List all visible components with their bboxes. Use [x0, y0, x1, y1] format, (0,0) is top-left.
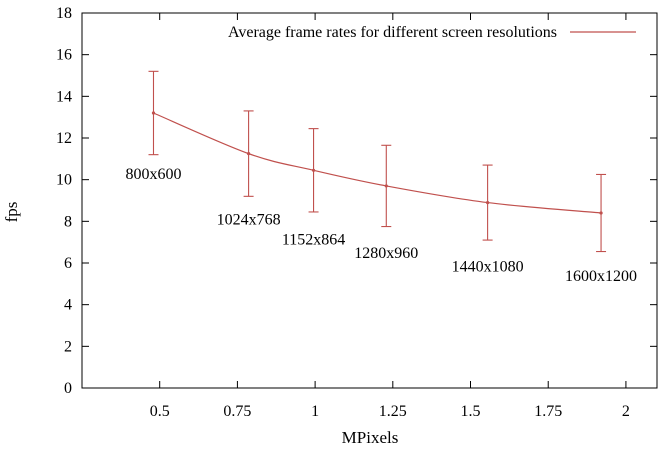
- x-tick-label: 2: [622, 403, 630, 420]
- legend: Average frame rates for different screen…: [228, 24, 636, 41]
- data-point: [246, 152, 251, 156]
- series-line: [153, 112, 602, 214]
- y-tick-label: 4: [64, 297, 72, 314]
- x-tick-label: 1.5: [461, 403, 481, 420]
- series: [148, 70, 607, 253]
- axes: [81, 12, 658, 389]
- data-point: [151, 111, 156, 115]
- legend-label: Average frame rates for different screen…: [228, 24, 557, 41]
- ticks: 0 2 4 6 8 10 12 14 16 18 0.5 0.75 1 1.25 1.5 1.75 2: [56, 5, 657, 420]
- data-point: [486, 200, 490, 205]
- data-label: 1152x864: [282, 231, 345, 248]
- y-tick-label: 16: [56, 47, 72, 64]
- data-label: 1440x1080: [452, 259, 524, 276]
- y-tick-label: 12: [56, 130, 72, 147]
- y-tick-label: 18: [56, 5, 72, 22]
- x-tick-label: 1.25: [379, 403, 407, 420]
- plot-frame: [81, 12, 658, 389]
- data-label: 1024x768: [217, 212, 281, 229]
- data-point: [384, 184, 388, 188]
- data-point: [599, 211, 603, 215]
- x-tick-label: 0.5: [150, 403, 170, 420]
- data-label: 1280x960: [354, 245, 418, 262]
- y-tick-label: 14: [56, 88, 72, 105]
- x-axis-title: MPixels: [342, 428, 399, 447]
- x-tick-label: 1.75: [534, 403, 562, 420]
- y-axis-title: fps: [2, 202, 21, 223]
- y-tick-label: 0: [64, 380, 72, 397]
- data-label: 1600x1200: [565, 268, 637, 285]
- data-point: [311, 168, 316, 172]
- x-tick-label: 1: [311, 403, 319, 420]
- y-tick-label: 6: [64, 255, 72, 272]
- y-tick-label: 8: [64, 213, 72, 230]
- x-tick-label: 0.75: [223, 403, 251, 420]
- y-tick-label: 10: [56, 172, 72, 189]
- y-tick-label: 2: [64, 338, 72, 355]
- data-label: 800x600: [125, 166, 181, 183]
